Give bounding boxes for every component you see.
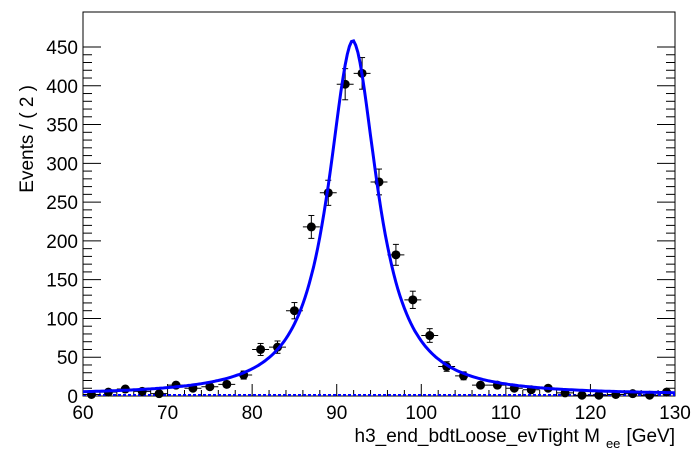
y-tick-label: 300	[46, 154, 78, 175]
marker	[306, 222, 316, 232]
y-tick-label: 200	[46, 232, 78, 253]
data-point	[590, 390, 608, 400]
x-tick-label: 110	[491, 403, 521, 424]
x-tick-label: 100	[405, 403, 437, 424]
x-tick-label: 130	[659, 403, 691, 424]
data-point	[421, 328, 439, 343]
y-tick-label: 400	[46, 77, 78, 98]
fit-curve	[82, 39, 675, 395]
data-point	[472, 380, 489, 390]
marker	[205, 382, 215, 392]
x-tick-label: 120	[575, 403, 607, 424]
marker	[475, 380, 485, 390]
marker	[577, 390, 587, 400]
y-tick-label: 150	[46, 271, 78, 292]
data-point	[573, 390, 591, 400]
marker	[408, 295, 418, 305]
y-tick-label: 0	[67, 387, 78, 408]
y-tick-label: 450	[46, 38, 78, 59]
marker	[222, 379, 232, 389]
x-tick-label: 70	[157, 403, 178, 424]
marker	[154, 389, 164, 399]
marker	[289, 306, 299, 316]
x-tick-label: 60	[72, 403, 93, 424]
y-tick-label: 100	[46, 309, 78, 330]
x-tick-label: 90	[326, 403, 347, 424]
x-tick-label: 80	[242, 403, 263, 424]
data-point	[252, 342, 270, 356]
marker	[256, 344, 266, 354]
y-tick-label: 350	[46, 116, 78, 137]
data-point	[201, 382, 219, 392]
data-point	[404, 290, 422, 309]
marker	[391, 250, 401, 260]
y-axis-label: Events / ( 2 )	[17, 85, 38, 193]
data-point	[218, 379, 236, 389]
y-tick-label: 50	[57, 348, 78, 369]
data-point	[150, 389, 168, 399]
marker	[425, 331, 435, 341]
marker	[594, 390, 604, 400]
y-tick-label: 250	[46, 193, 78, 214]
data-point	[302, 214, 320, 239]
